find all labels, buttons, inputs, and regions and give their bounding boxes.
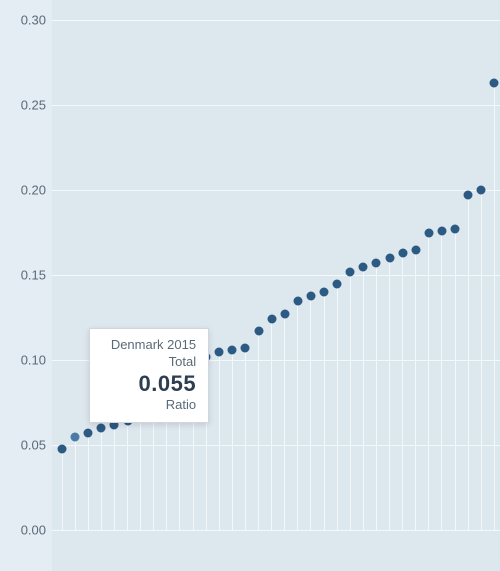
y-tick-label: 0.15: [10, 268, 46, 283]
data-stem: [310, 296, 311, 531]
data-point[interactable]: [385, 254, 394, 263]
gridline: [52, 445, 500, 446]
data-point[interactable]: [241, 344, 250, 353]
data-point[interactable]: [280, 310, 289, 319]
data-point[interactable]: [84, 429, 93, 438]
data-stem: [232, 350, 233, 530]
data-point[interactable]: [293, 296, 302, 305]
data-point[interactable]: [490, 79, 499, 88]
data-stem: [153, 415, 154, 531]
data-point[interactable]: [411, 245, 420, 254]
data-point[interactable]: [451, 225, 460, 234]
y-tick-label: 0.10: [10, 353, 46, 368]
plot-background: [52, 0, 500, 571]
data-point[interactable]: [320, 288, 329, 297]
gridline: [52, 275, 500, 276]
data-stem: [337, 284, 338, 530]
data-stem: [455, 229, 456, 530]
data-point[interactable]: [346, 267, 355, 276]
data-point[interactable]: [228, 346, 237, 355]
data-stem: [441, 231, 442, 530]
data-point[interactable]: [359, 262, 368, 271]
y-tick-label: 0.20: [10, 183, 46, 198]
data-stem: [376, 263, 377, 530]
data-stem: [415, 250, 416, 530]
chart-container: 0.00 0.05 0.10 0.15 0.20 0.25 0.30 Denmark 201…: [0, 0, 500, 571]
data-point[interactable]: [333, 279, 342, 288]
data-point[interactable]: [97, 424, 106, 433]
gridline: [52, 190, 500, 191]
tooltip-unit: Ratio: [102, 397, 196, 412]
tooltip-title: Denmark 2015: [102, 337, 196, 352]
data-stem: [389, 258, 390, 530]
data-stem: [219, 352, 220, 530]
data-point[interactable]: [215, 347, 224, 356]
data-stem: [88, 433, 89, 530]
gridline: [52, 105, 500, 106]
data-point[interactable]: [398, 249, 407, 258]
tooltip-subtitle: Total: [102, 354, 196, 369]
data-point[interactable]: [267, 315, 276, 324]
data-stem: [258, 331, 259, 530]
data-stem: [481, 190, 482, 530]
data-stem: [271, 319, 272, 530]
data-stem: [363, 267, 364, 530]
data-point[interactable]: [58, 444, 67, 453]
data-point[interactable]: [477, 186, 486, 195]
data-point[interactable]: [254, 327, 263, 336]
y-tick-label: 0.30: [10, 13, 46, 28]
data-stem: [140, 418, 141, 530]
data-stem: [324, 292, 325, 530]
data-stem: [402, 253, 403, 530]
y-tick-label: 0.00: [10, 523, 46, 538]
data-stem: [297, 301, 298, 530]
data-stem: [468, 195, 469, 530]
tooltip: Denmark 2015 Total 0.055 Ratio: [89, 328, 209, 423]
y-tick-label: 0.05: [10, 438, 46, 453]
data-stem: [428, 233, 429, 530]
gridline: [52, 530, 500, 531]
tooltip-value: 0.055: [102, 371, 196, 397]
data-point[interactable]: [437, 227, 446, 236]
y-tick-label: 0.25: [10, 98, 46, 113]
data-stem: [75, 437, 76, 530]
data-point[interactable]: [372, 259, 381, 268]
data-point[interactable]: [424, 228, 433, 237]
data-stem: [101, 428, 102, 530]
data-stem: [494, 83, 495, 530]
gridline: [52, 20, 500, 21]
data-stem: [62, 449, 63, 531]
data-stem: [127, 421, 128, 530]
data-stem: [245, 348, 246, 530]
data-stem: [350, 272, 351, 530]
data-stem: [114, 425, 115, 530]
data-point[interactable]: [464, 191, 473, 200]
data-stem: [284, 314, 285, 530]
data-point[interactable]: [306, 291, 315, 300]
data-point[interactable]: [71, 432, 80, 441]
